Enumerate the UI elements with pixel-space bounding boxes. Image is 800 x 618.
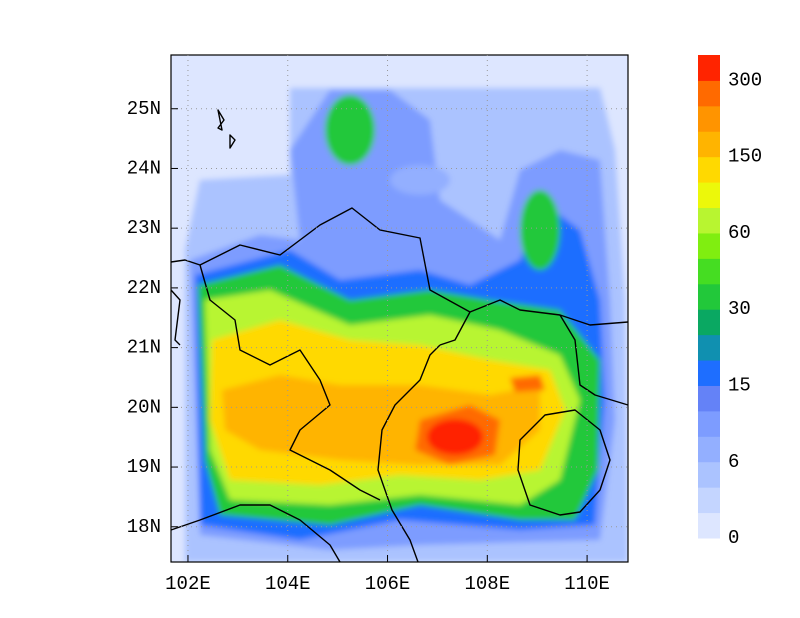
colorbar-label: 0 xyxy=(728,527,739,549)
colorbar-swatch xyxy=(698,156,720,183)
rain-field xyxy=(171,55,628,562)
coastlines xyxy=(170,109,629,563)
colorbar-label: 30 xyxy=(728,298,751,320)
colorbar-swatch xyxy=(698,385,720,412)
colorbar-swatch xyxy=(698,512,720,539)
colorbar-label: 60 xyxy=(728,222,751,244)
y-tick-label: 19N xyxy=(127,456,161,478)
colorbar-swatch xyxy=(698,182,720,209)
colorbar-swatch xyxy=(698,232,720,259)
colorbar-swatch xyxy=(698,258,720,285)
colorbar-label: 15 xyxy=(728,374,751,396)
y-tick-label: 24N xyxy=(127,157,161,179)
colorbar-swatch xyxy=(698,461,720,488)
colorbar-swatch xyxy=(698,334,720,361)
colorbar-swatch xyxy=(698,131,720,158)
y-tick-label: 23N xyxy=(127,217,161,239)
x-tick-label: 110E xyxy=(564,573,610,595)
colorbar-swatch xyxy=(698,410,720,437)
y-tick-label: 22N xyxy=(127,277,161,299)
colorbar-swatch xyxy=(698,207,720,234)
x-tick-label: 102E xyxy=(165,573,211,595)
colorbar-swatch xyxy=(698,283,720,310)
y-tick-label: 25N xyxy=(127,98,161,120)
colorbar-label: 150 xyxy=(728,146,762,168)
x-tick-label: 104E xyxy=(265,573,311,595)
colorbar-swatch xyxy=(698,487,720,514)
colorbar-label: 6 xyxy=(728,451,739,473)
colorbar-label: 300 xyxy=(728,69,762,91)
colorbar-swatch xyxy=(698,309,720,336)
colorbar-swatch xyxy=(698,55,720,81)
colorbar-swatch xyxy=(698,105,720,132)
y-tick-label: 21N xyxy=(127,337,161,359)
y-tick-label: 20N xyxy=(127,396,161,418)
y-tick-label: 18N xyxy=(127,516,161,538)
colorbar-swatch xyxy=(698,80,720,107)
plot-frame xyxy=(170,54,629,563)
x-tick-label: 106E xyxy=(365,573,411,595)
colorbar-swatch xyxy=(698,360,720,386)
colorbar-swatch xyxy=(698,436,720,463)
x-tick-label: 108E xyxy=(465,573,511,595)
